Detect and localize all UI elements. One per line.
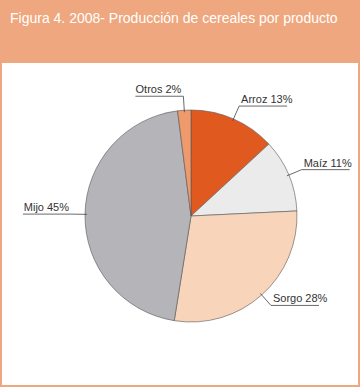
slice-label: Maíz11% (304, 157, 352, 169)
leader-line (233, 106, 287, 121)
chart-frame: Figura 4. 2008- Producción de cereales p… (0, 0, 360, 387)
category-label: Otros (136, 83, 163, 95)
slice-label: Sorgo28% (273, 292, 328, 304)
value-label: 11% (331, 157, 352, 169)
title: Figura 4. 2008- Producción de cereales p… (10, 10, 338, 26)
category-label: Maíz (304, 157, 328, 169)
slice (178, 110, 191, 216)
slices (85, 110, 297, 322)
category-label: Mijo (24, 201, 44, 213)
slice-label: Otros2% (136, 83, 182, 95)
value-label: 2% (165, 83, 181, 95)
value-label: 45% (47, 201, 69, 213)
slice (191, 144, 297, 216)
slice (85, 111, 191, 321)
pie-chart: Arroz13% Maíz11% Sorgo28% Mijo45% Otros2% (2, 2, 358, 385)
value-label: 13% (270, 93, 292, 105)
value-label: 28% (305, 292, 327, 304)
slice-label: Mijo45% (24, 201, 69, 213)
labels: Arroz13% Maíz11% Sorgo28% Mijo45% Otros2% (23, 83, 352, 305)
title-band: Figura 4. 2008- Producción de cereales p… (2, 2, 358, 63)
leader-line (135, 96, 184, 112)
slice-label: Arroz13% (241, 93, 293, 105)
category-label: Arroz (241, 93, 267, 105)
leader-line (287, 170, 350, 176)
category-label: Sorgo (273, 292, 302, 304)
leader-line (23, 214, 87, 215)
